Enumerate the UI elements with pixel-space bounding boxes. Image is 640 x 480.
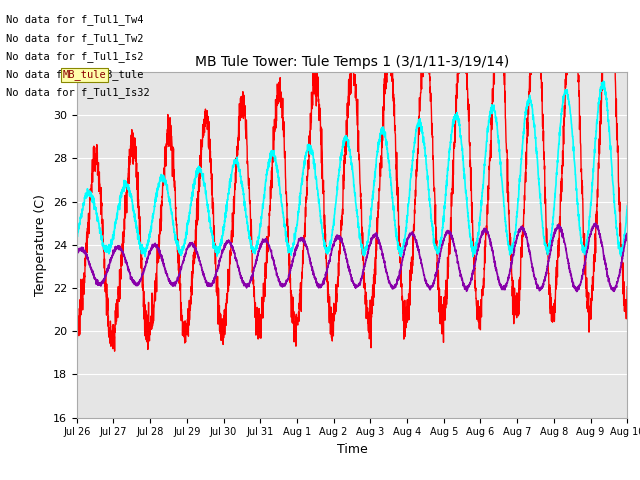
Text: No data for f_Tul1_Is2: No data for f_Tul1_Is2	[6, 51, 144, 62]
Tul1_Ts-16cm	[308, 264, 316, 269]
Tul1_Ts-16cm	[284, 276, 292, 282]
Tul1_Ts-8cm	[284, 246, 292, 252]
Tul1_Ts-16cm	[553, 226, 561, 232]
Text: No data for f_Tul1_Is32: No data for f_Tul1_Is32	[6, 87, 150, 98]
Text: No data for f_Tul1_Tw2: No data for f_Tul1_Tw2	[6, 33, 144, 44]
Y-axis label: Temperature (C): Temperature (C)	[35, 194, 47, 296]
Tul1_Ts-16cm	[623, 231, 631, 237]
Text: MB_tule: MB_tule	[63, 69, 106, 80]
Tul1_Tw+10cm	[136, 214, 143, 219]
Tul1_Ts-8cm	[613, 225, 621, 231]
Line: Tul1_Ts-16cm: Tul1_Ts-16cm	[77, 223, 627, 291]
Tul1_Ts-8cm	[600, 78, 607, 84]
Tul1_Tw+10cm	[308, 106, 316, 111]
Tul1_Ts-16cm	[573, 288, 580, 294]
Line: Tul1_Ts-8cm: Tul1_Ts-8cm	[77, 81, 627, 257]
Tul1_Tw+10cm	[284, 224, 292, 229]
Tul1_Ts-8cm	[623, 203, 631, 209]
Tul1_Ts-16cm	[168, 282, 176, 288]
Tul1_Ts-8cm	[73, 233, 81, 239]
Title: MB Tule Tower: Tule Temps 1 (3/1/11-3/19/14): MB Tule Tower: Tule Temps 1 (3/1/11-3/19…	[195, 56, 509, 70]
Line: Tul1_Tw+10cm: Tul1_Tw+10cm	[77, 0, 627, 351]
Tul1_Ts-16cm	[613, 280, 621, 286]
Tul1_Tw+10cm	[168, 174, 176, 180]
X-axis label: Time: Time	[337, 443, 367, 456]
Tul1_Ts-8cm	[554, 163, 561, 169]
Tul1_Ts-8cm	[308, 149, 316, 155]
Tul1_Ts-8cm	[469, 254, 477, 260]
Tul1_Ts-16cm	[73, 250, 81, 256]
Tul1_Ts-16cm	[136, 278, 143, 284]
Tul1_Tw+10cm	[613, 137, 621, 143]
Tul1_Ts-8cm	[136, 241, 143, 247]
Tul1_Ts-16cm	[591, 220, 599, 226]
Tul1_Ts-8cm	[168, 213, 176, 218]
Tul1_Tw+10cm	[623, 284, 631, 289]
Tul1_Tw+10cm	[111, 348, 118, 354]
Tul1_Tw+10cm	[554, 266, 561, 272]
Tul1_Tw+10cm	[73, 336, 81, 341]
Text: No data for f_Tul1_Tw4: No data for f_Tul1_Tw4	[6, 14, 144, 25]
Text: No data for f_uMB_tule: No data for f_uMB_tule	[6, 69, 144, 80]
